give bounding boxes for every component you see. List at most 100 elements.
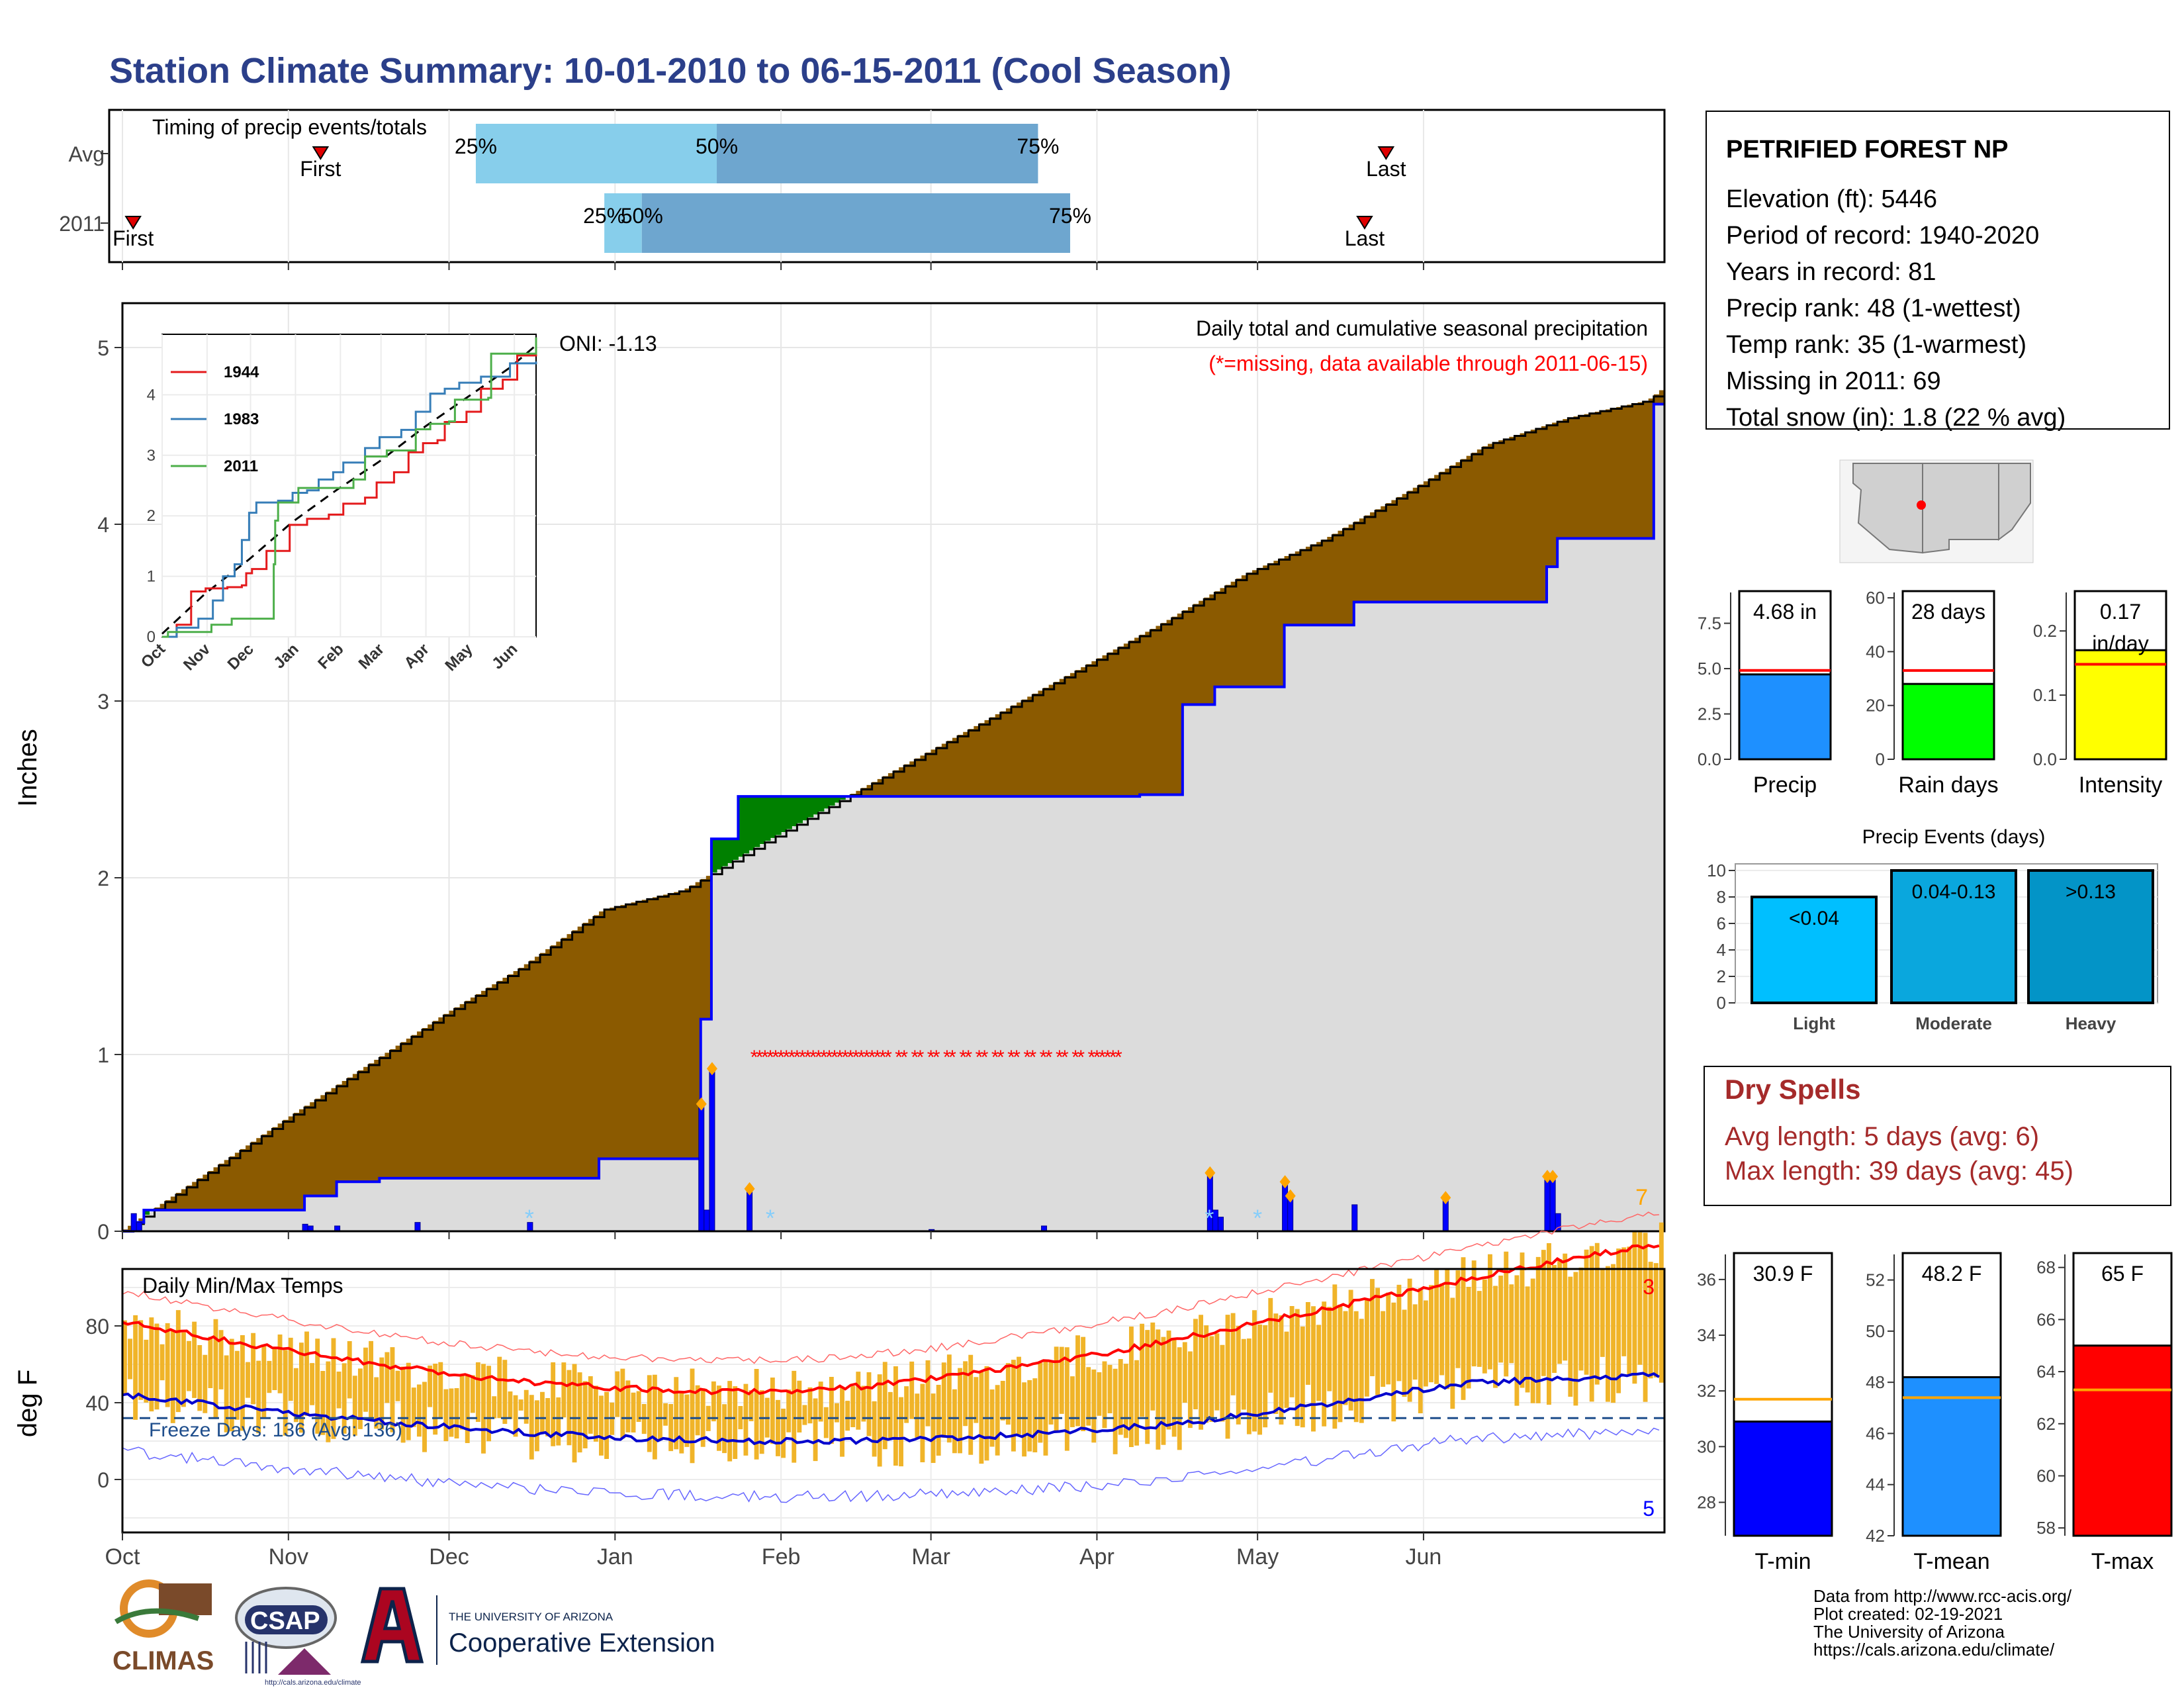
precip-title: Daily total and cumulative seasonal prec…: [1196, 316, 1648, 340]
panel-tick-label: 44: [1866, 1475, 1885, 1495]
temp-frame: [121, 1268, 1666, 1534]
timing-bar-25-50: [475, 124, 717, 183]
month-label: Jan: [597, 1544, 633, 1570]
panel-tick-label: 0.1: [2033, 685, 2057, 705]
panel-value-label: 30.9 F: [1753, 1262, 1813, 1286]
missing-day-marker: *: [911, 1047, 919, 1068]
missing-day-marker: *: [1056, 1047, 1064, 1068]
missing-day-marker: *: [1071, 1047, 1079, 1068]
panel-value-bar: [1738, 673, 1832, 761]
timing-last-marker: [1356, 216, 1373, 230]
missing-day-marker: *: [1061, 1047, 1069, 1068]
timing-bar-50-75: [717, 124, 1038, 183]
dry-spells-box: Dry Spells Avg length: 5 days (avg: 6) M…: [1704, 1066, 2171, 1206]
heavy-day-marker: [1285, 1189, 1296, 1203]
missing-day-marker: *: [858, 1047, 866, 1068]
station-info-line: Precip rank: 48 (1-wettest): [1726, 295, 2021, 322]
panel-tick-label: 2.5: [1698, 704, 1721, 724]
panel-tick-label: 40: [1866, 641, 1885, 661]
daily-precip-bar: [1282, 1181, 1289, 1232]
neighbor-states-shape: [1998, 463, 2031, 541]
snow-marker: *: [1253, 1205, 1262, 1232]
panel-tick-label: 62: [2036, 1414, 2056, 1434]
missing-day-marker: *: [794, 1047, 801, 1068]
missing-day-marker: *: [782, 1047, 790, 1068]
precip-ylabel: Inches: [13, 729, 42, 807]
missing-day-marker: *: [868, 1047, 876, 1068]
daily-precip-bar: [302, 1223, 308, 1232]
inset-ytick-label: 0: [147, 628, 156, 646]
csap-logo: CSAP http://cals.arizona.edu/climate: [235, 1587, 361, 1687]
temp-ytick-label: 80: [85, 1315, 109, 1338]
temp-ytick-label: 0: [97, 1468, 109, 1492]
dry-spells-max: Max length: 39 days (avg: 45): [1725, 1156, 2073, 1186]
heavy-day-marker: [706, 1062, 717, 1076]
timing-p50-label: 50%: [621, 204, 663, 228]
ua-big-text: Cooperative Extension: [449, 1628, 715, 1658]
avg-max-line: [122, 1244, 1660, 1395]
missing-day-marker: *: [863, 1047, 871, 1068]
events-title: Precip Events (days): [1862, 826, 2046, 848]
missing-day-marker: *: [997, 1047, 1005, 1068]
panel-tick-label: 48: [1866, 1372, 1885, 1392]
missing-day-marker: *: [1104, 1047, 1112, 1068]
temp-summary-bars: 28 30 32 34 36 30.9 F T-min 42 44 46 48 50 52 48.2 F T…: [1697, 1252, 2173, 1574]
timing-p25-label: 25%: [455, 134, 497, 158]
panel-tick-label: 32: [1697, 1381, 1716, 1401]
oni-label: ONI: -1.13: [559, 332, 657, 355]
panel-value-label: 0.17: [2100, 600, 2141, 624]
events-tick-label: 0: [1717, 993, 1726, 1013]
missing-day-marker: *: [948, 1047, 956, 1068]
snow-marker: *: [1205, 1205, 1214, 1232]
inset-ytick-label: 4: [147, 386, 156, 404]
month-label: Mar: [911, 1544, 950, 1570]
panel-value-label: 28 days: [1911, 600, 1985, 624]
missing-day-marker: *: [820, 1047, 828, 1068]
snow-marker: *: [525, 1205, 534, 1232]
panel-tick-label: 7.5: [1698, 614, 1721, 633]
panel-value-label: 48.2 F: [1922, 1262, 1982, 1286]
precip-frame: [121, 302, 1666, 1233]
panel-tick-label: 20: [1866, 696, 1885, 716]
missing-day-marker: *: [766, 1047, 774, 1068]
panel-value-label: 65 F: [2101, 1262, 2144, 1286]
panel-value-bar: [1733, 1420, 1833, 1537]
timing-last-label: Last: [1345, 226, 1385, 250]
events-tick-label: 6: [1717, 914, 1726, 933]
dry-spells-title: Dry Spells: [1725, 1074, 1860, 1105]
events-tick-label: 10: [1707, 861, 1726, 880]
panel-label: T-mean: [1913, 1549, 1989, 1574]
missing-day-marker: *: [815, 1047, 823, 1068]
timing-row-label: 2011: [59, 212, 105, 236]
missing-day-marker: *: [756, 1047, 764, 1068]
month-label: Oct: [105, 1544, 140, 1570]
credit-line: Plot created: 02-19-2021: [1813, 1604, 2003, 1624]
panel-tick-label: 0: [1876, 749, 1885, 769]
panel-tick-label: 0.2: [2033, 621, 2057, 641]
events-bar: [1751, 896, 1878, 1004]
month-label: May: [1236, 1544, 1279, 1570]
missing-day-marker: *: [777, 1047, 785, 1068]
panel-label: T-min: [1755, 1549, 1811, 1574]
heavy-day-marker: [696, 1097, 707, 1111]
temp-ytick-label: 40: [85, 1391, 109, 1415]
missing-day-marker: *: [895, 1047, 903, 1068]
station-info-line: Period of record: 1940-2020: [1726, 222, 2039, 250]
panel-label: T-max: [2091, 1549, 2154, 1574]
missing-day-marker: *: [933, 1047, 940, 1068]
missing-day-marker: *: [1007, 1047, 1015, 1068]
timing-p25-label: 25%: [583, 204, 625, 228]
panel-tick-label: 58: [2036, 1518, 2056, 1538]
daily-precip-bar: [1549, 1176, 1556, 1232]
station-info-line: Total snow (in): 1.8 (22 % avg): [1726, 404, 2066, 432]
panel-value-label: 4.68 in: [1753, 600, 1817, 624]
credits: Data from http://www.rcc-acis.org/Plot c…: [1813, 1586, 2072, 1660]
precip-summary-bars: 0.0 2.5 5.0 7.5 4.68 in Precip 0 20 40 60 28 days R…: [1698, 588, 2167, 798]
panel-tick-label: 66: [2036, 1309, 2056, 1329]
panel-tick-label: 50: [1866, 1321, 1885, 1341]
panel-tick-label: 36: [1697, 1270, 1716, 1289]
inset-series-line: [162, 352, 537, 638]
inset-frame: [161, 334, 537, 637]
timing-p75-label: 75%: [1017, 134, 1059, 158]
